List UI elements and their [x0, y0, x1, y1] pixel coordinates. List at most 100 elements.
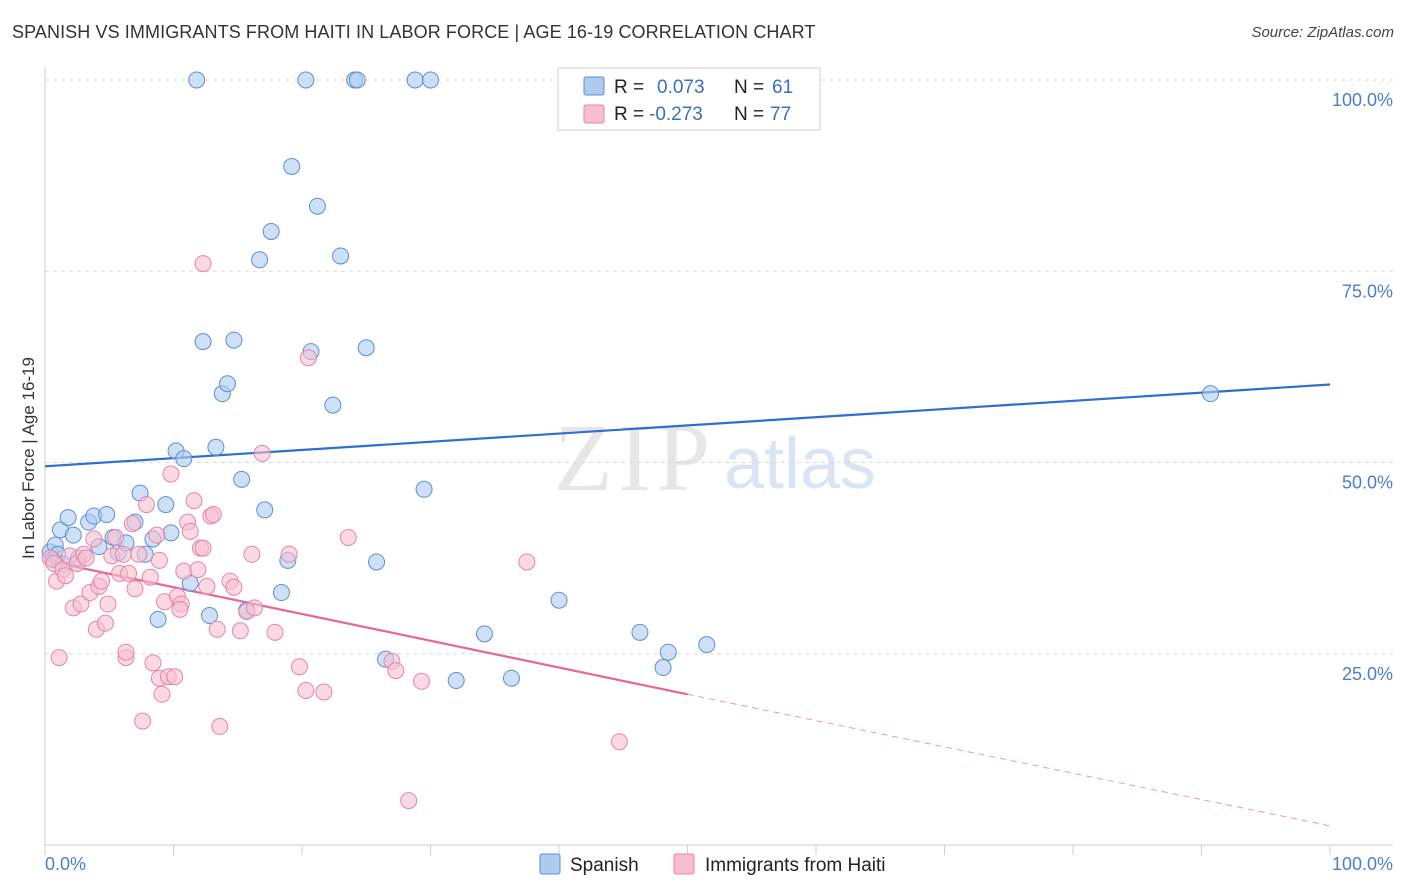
series-legend: Spanish Immigrants from Haiti: [539, 853, 886, 876]
watermark-atlas: atlas: [724, 424, 876, 504]
haiti-point: [153, 685, 171, 703]
spanish-point: [659, 643, 677, 661]
haiti-point: [77, 549, 95, 567]
haiti-point: [208, 620, 226, 638]
haiti-point: [266, 623, 284, 641]
haiti-point: [150, 551, 168, 569]
spanish-point: [98, 506, 116, 524]
spanish-point: [297, 71, 315, 89]
haiti-point: [299, 349, 317, 367]
spanish-point: [550, 591, 568, 609]
spanish-point: [225, 331, 243, 349]
legend-n-value-spanish: 61: [772, 77, 793, 98]
axes: [44, 68, 1393, 855]
haiti-point: [99, 595, 117, 613]
spanish-point: [406, 71, 424, 89]
spanish-point: [188, 71, 206, 89]
spanish-point: [262, 222, 280, 240]
spanish-point: [357, 339, 375, 357]
spanish-point: [256, 501, 274, 519]
spanish-point: [654, 659, 672, 677]
spanish-point: [218, 375, 236, 393]
x-tick-label-max: 100.0%: [1332, 854, 1393, 874]
legend-swatch-spanish: [583, 76, 605, 96]
haiti-point: [138, 496, 156, 514]
haiti-point: [387, 662, 405, 680]
haiti-point: [120, 564, 138, 582]
spanish-point: [1201, 385, 1219, 403]
haiti-trend-line-extension: [687, 693, 1331, 827]
spanish-point: [332, 247, 350, 265]
haiti-point: [211, 717, 229, 735]
haiti-point: [290, 658, 308, 676]
bottom-legend-swatch-haiti: [673, 853, 695, 875]
haiti-point: [96, 614, 114, 632]
spanish-point: [162, 524, 180, 542]
haiti-point: [57, 567, 75, 585]
haiti-trend-line: [44, 559, 688, 696]
bottom-legend-label-haiti: Immigrants from Haiti: [705, 855, 886, 876]
haiti-point: [253, 444, 271, 462]
haiti-point: [114, 545, 132, 563]
haiti-point: [189, 561, 207, 579]
haiti-point: [162, 465, 180, 483]
haiti-point: [93, 572, 111, 590]
haiti-point: [610, 733, 628, 751]
haiti-point: [225, 578, 243, 596]
haiti-point: [171, 600, 189, 618]
haiti-point: [297, 681, 315, 699]
spanish-point: [200, 607, 218, 624]
spanish-point: [251, 251, 269, 269]
haiti-point: [181, 522, 199, 540]
haiti-point: [185, 492, 203, 510]
legend-n-label-1: N =: [734, 77, 764, 98]
haiti-point: [117, 643, 135, 661]
spanish-point: [502, 669, 520, 687]
spanish-point: [272, 584, 290, 602]
spanish-point: [233, 470, 251, 488]
haiti-point: [144, 654, 162, 672]
haiti-point: [413, 672, 431, 690]
spanish-point: [422, 71, 439, 89]
spanish-point: [698, 636, 716, 654]
y-axis-label: In Labor Force | Age 16-19: [19, 357, 38, 559]
haiti-point: [194, 539, 212, 557]
spanish-point: [447, 672, 465, 690]
haiti-point: [141, 568, 159, 586]
haiti-point: [231, 622, 249, 640]
haiti-point: [245, 599, 263, 617]
haiti-point: [243, 545, 261, 563]
haiti-point: [50, 649, 68, 667]
spanish-point: [207, 438, 225, 456]
bottom-legend-swatch-spanish: [539, 853, 561, 875]
haiti-point: [166, 668, 184, 686]
haiti-point: [148, 526, 166, 544]
spanish-point: [475, 625, 493, 643]
legend-n-label-2: N =: [734, 104, 764, 125]
y-tick-label: 75.0%: [1342, 281, 1393, 301]
haiti-point: [134, 712, 152, 730]
spanish-point: [324, 396, 342, 414]
haiti-point: [400, 792, 418, 810]
correlation-legend: R = 0.073 N = 61 R = -0.273 N = 77: [557, 67, 821, 131]
haiti-point: [518, 553, 536, 571]
y-tick-label: 25.0%: [1342, 664, 1393, 684]
haiti-point: [126, 580, 144, 598]
haiti-point: [315, 683, 333, 701]
spanish-point: [157, 496, 175, 514]
watermark: ZIP atlas: [554, 404, 876, 511]
haiti-point: [107, 528, 125, 546]
spanish-point: [283, 157, 301, 175]
y-tick-label: 100.0%: [1332, 90, 1393, 110]
haiti-point: [339, 528, 357, 546]
bottom-legend-label-spanish: Spanish: [570, 855, 639, 876]
haiti-point: [72, 595, 90, 613]
spanish-point: [64, 526, 82, 544]
x-tick-label-min: 0.0%: [45, 854, 86, 874]
spanish-point: [59, 509, 77, 527]
spanish-point: [631, 623, 649, 641]
spanish-point: [348, 71, 366, 89]
watermark-zip: ZIP: [554, 404, 716, 511]
spanish-point: [175, 450, 193, 468]
haiti-point: [175, 562, 193, 580]
